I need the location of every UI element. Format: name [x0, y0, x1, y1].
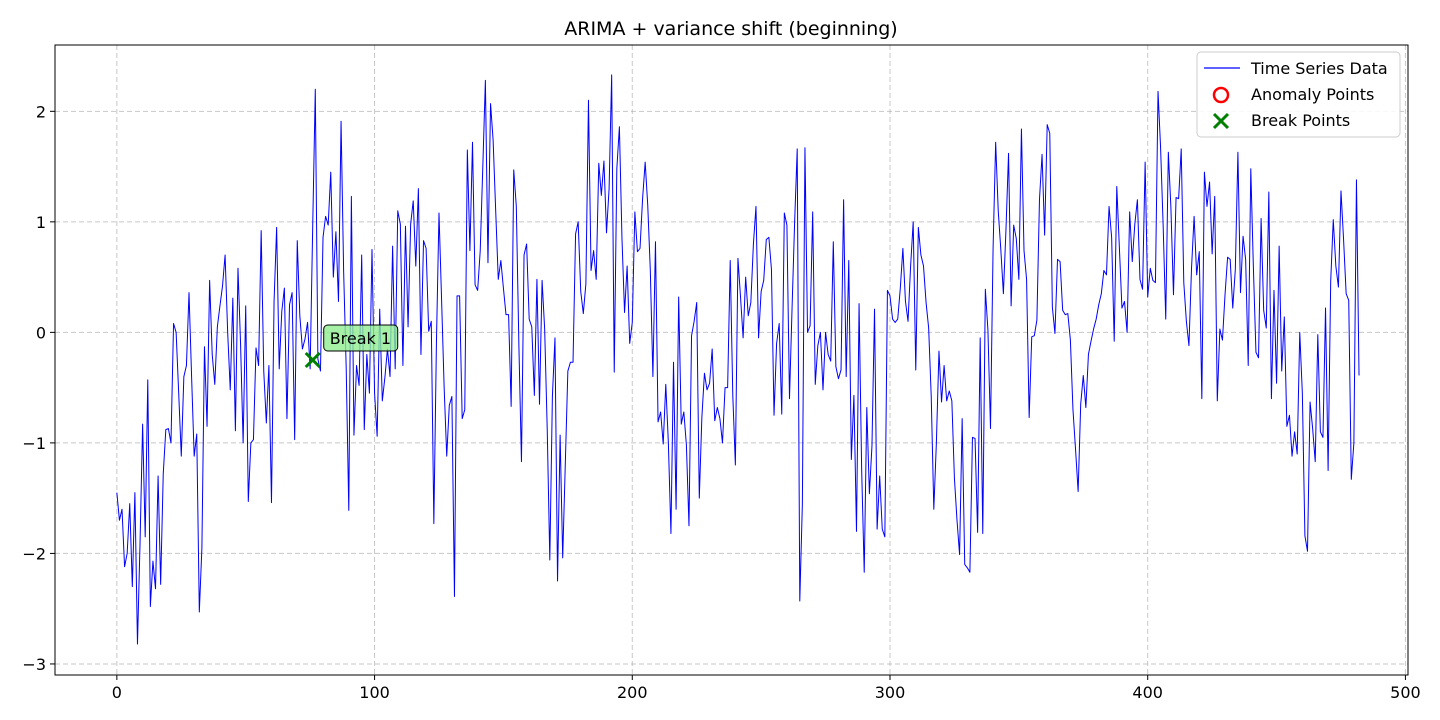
chart-title: ARIMA + variance shift (beginning)	[564, 18, 897, 40]
axis-ticks: 0 100 200 300 400 500 −3 −2 −1 0 1 2	[22, 102, 1420, 702]
legend-label-anomaly: Anomaly Points	[1251, 85, 1374, 104]
x-tick-label: 300	[875, 683, 906, 702]
plot-frame	[54, 44, 1409, 676]
legend: Time Series Data Anomaly Points Break Po…	[1196, 51, 1401, 138]
y-tick-label: −1	[22, 434, 46, 453]
break-annotation-box	[323, 324, 399, 352]
legend-label-series: Time Series Data	[1250, 59, 1388, 78]
break-points-group: Break 1	[304, 324, 399, 369]
legend-box	[1196, 51, 1401, 138]
legend-circle-marker	[1212, 86, 1230, 104]
break-marker-stroke	[304, 351, 321, 369]
y-tick-label: −2	[22, 544, 46, 563]
series-line	[116, 74, 1360, 645]
x-tick-label: 200	[617, 683, 648, 702]
x-tick-label: 500	[1390, 683, 1421, 702]
x-tick-label: 400	[1132, 683, 1163, 702]
y-tick-label: 0	[36, 323, 46, 342]
legend-x-marker	[1212, 112, 1230, 130]
y-tick-label: 2	[36, 102, 46, 121]
legend-label-break: Break Points	[1251, 111, 1350, 130]
break-annotation-label: Break 1	[330, 329, 391, 348]
x-tick-label: 100	[359, 683, 390, 702]
y-tick-label: 1	[36, 213, 46, 232]
series-group	[116, 74, 1360, 645]
x-tick-label: 0	[112, 683, 122, 702]
y-tick-label: −3	[22, 655, 46, 674]
break-point-marker	[304, 351, 321, 369]
